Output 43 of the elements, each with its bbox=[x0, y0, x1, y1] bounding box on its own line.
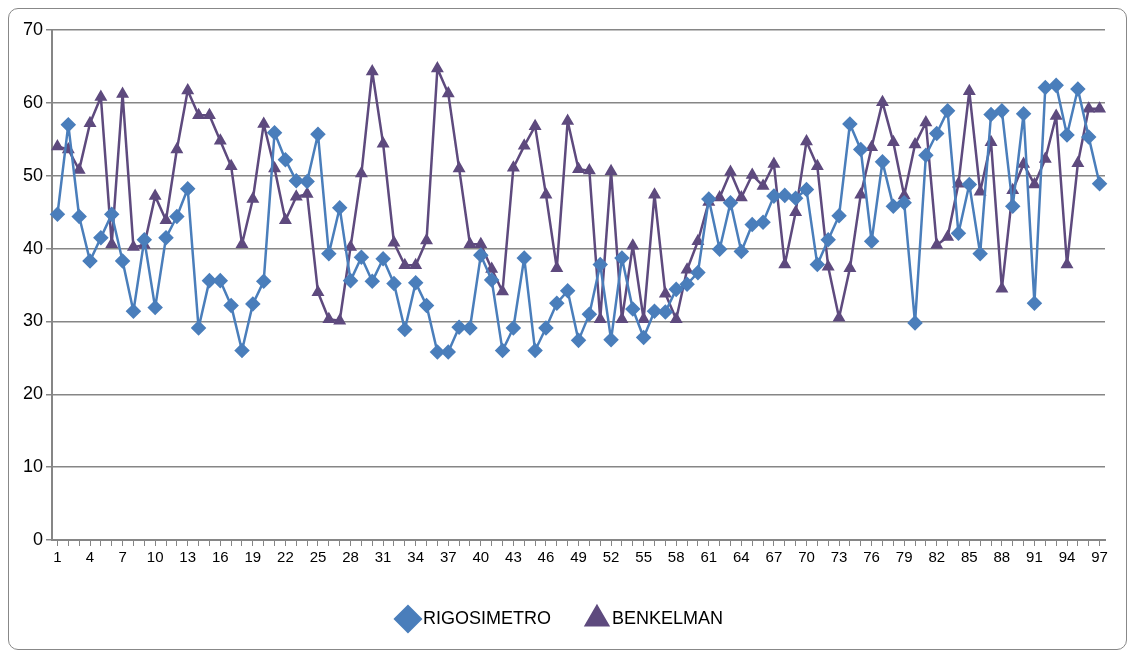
x-tick-label: 4 bbox=[85, 548, 95, 566]
x-tick-label: 7 bbox=[118, 548, 127, 566]
x-tick-label: 1 bbox=[53, 548, 62, 566]
y-tick-label: 60 bbox=[22, 91, 44, 112]
legend-label: RIGOSIMETRO bbox=[422, 607, 551, 628]
x-tick-label: 22 bbox=[277, 548, 294, 566]
x-tick-label: 40 bbox=[472, 548, 490, 566]
x-tick-label: 91 bbox=[1026, 548, 1043, 566]
x-tick-label: 25 bbox=[309, 548, 327, 566]
x-tick-label: 67 bbox=[765, 548, 783, 566]
x-tick-label: 82 bbox=[928, 548, 946, 566]
x-tick-label: 49 bbox=[570, 548, 587, 566]
x-tick-label: 85 bbox=[960, 548, 978, 566]
y-tick-label: 30 bbox=[22, 310, 44, 331]
x-tick-label: 88 bbox=[993, 548, 1011, 566]
x-tick-label: 70 bbox=[798, 548, 815, 566]
y-tick-label: 20 bbox=[22, 383, 44, 404]
x-tick-label: 55 bbox=[635, 548, 652, 566]
x-tick-label: 46 bbox=[537, 548, 555, 566]
x-tick-label: 13 bbox=[179, 548, 197, 566]
x-tick-label: 16 bbox=[211, 548, 229, 566]
y-tick-label: 70 bbox=[22, 18, 44, 39]
y-tick-label: 10 bbox=[22, 456, 44, 477]
x-tick-label: 10 bbox=[146, 548, 164, 566]
y-tick-label: 50 bbox=[22, 164, 44, 185]
x-tick-label: 37 bbox=[439, 548, 457, 566]
x-tick-label: 31 bbox=[374, 548, 392, 566]
x-tick-label: 43 bbox=[505, 548, 522, 566]
x-tick-label: 58 bbox=[667, 548, 685, 566]
x-tick-label: 94 bbox=[1058, 548, 1076, 566]
x-tick-label: 28 bbox=[342, 548, 359, 566]
x-tick-label: 52 bbox=[602, 548, 620, 566]
legend-label: BENKELMAN bbox=[611, 607, 724, 628]
x-tick-label: 76 bbox=[863, 548, 880, 566]
y-tick-label: 40 bbox=[22, 237, 44, 258]
y-tick-label: 0 bbox=[33, 528, 44, 549]
x-tick-label: 34 bbox=[407, 548, 425, 566]
x-tick-label: 73 bbox=[830, 548, 848, 566]
x-tick-label: 19 bbox=[244, 548, 262, 566]
x-tick-label: 61 bbox=[700, 548, 718, 566]
x-tick-label: 79 bbox=[895, 548, 913, 566]
x-tick-label: 64 bbox=[733, 548, 750, 566]
x-tick-label: 97 bbox=[1091, 548, 1108, 566]
